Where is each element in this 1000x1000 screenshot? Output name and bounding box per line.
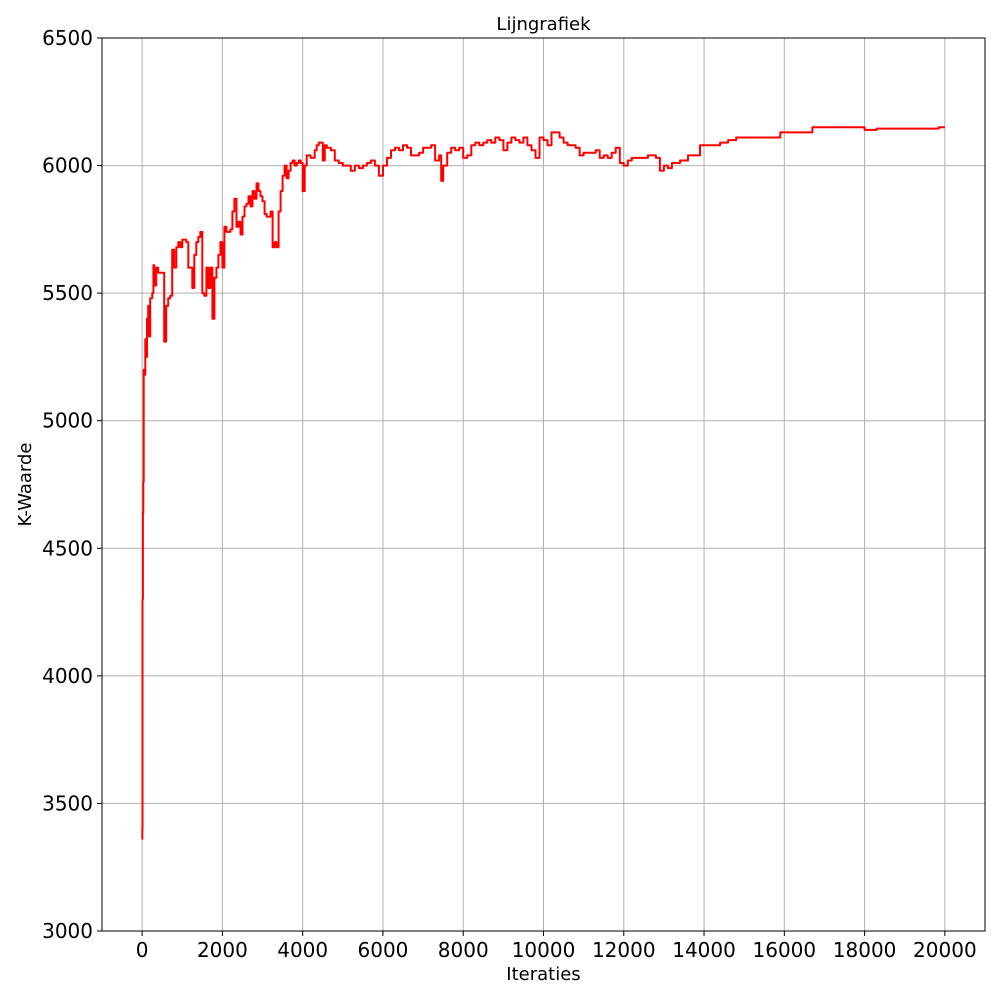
x-tick-label: 6000 — [358, 938, 409, 962]
chart-title: Lijngrafiek — [496, 14, 591, 35]
x-tick-label: 0 — [136, 938, 149, 962]
x-tick-label: 4000 — [277, 938, 328, 962]
y-tick-label: 3500 — [42, 791, 93, 815]
y-axis-label: K-Waarde — [15, 443, 36, 527]
x-tick-label: 20000 — [913, 938, 977, 962]
series-layer — [141, 126, 945, 841]
y-tick-label: 6500 — [42, 26, 93, 50]
x-tick-label: 14000 — [672, 938, 736, 962]
y-tick-label: 6000 — [42, 154, 93, 178]
x-tick-label: 8000 — [438, 938, 489, 962]
plot-frame — [101, 37, 986, 932]
x-tick-label: 12000 — [592, 938, 656, 962]
x-tick-label: 2000 — [197, 938, 248, 962]
x-axis-label: Iteraties — [506, 964, 580, 985]
series-line-0 — [141, 126, 945, 841]
x-tick-label: 18000 — [833, 938, 897, 962]
grid — [102, 37, 985, 932]
y-tick-label: 5000 — [42, 409, 93, 433]
y-tick-label: 3000 — [42, 919, 93, 943]
y-tick-label: 4500 — [42, 536, 93, 560]
axis-ticks: 0 2000 4000 6000 8000 10000 12000 14000 16000 180… — [42, 26, 977, 962]
y-tick-label: 4000 — [42, 664, 93, 688]
x-tick-label: 16000 — [753, 938, 817, 962]
y-tick-label: 5500 — [42, 281, 93, 305]
x-tick-label: 10000 — [512, 938, 576, 962]
